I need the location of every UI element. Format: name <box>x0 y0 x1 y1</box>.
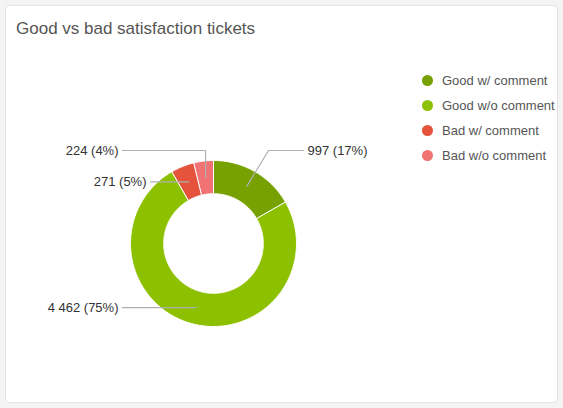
html-text:Good vs bad satisfaction ticke: Good vs bad satisfaction tickets <box>16 19 256 38</box>
html-text:Good w/ comment: Good w/ comment <box>442 73 548 88</box>
html-text:Bad w/o comment: Bad w/o comment <box>442 148 546 163</box>
html-text:Bad w/ comment: Bad w/ comment <box>442 123 539 138</box>
svg-text:4 462 (75%): 4 462 (75%) <box>48 300 119 315</box>
svg-text:224 (4%): 224 (4%) <box>66 143 119 158</box>
svg-text:271 (5%): 271 (5%) <box>94 174 147 189</box>
svg-text:997 (17%): 997 (17%) <box>308 143 368 158</box>
html-text:Good w/o comment: Good w/o comment <box>442 98 555 113</box>
